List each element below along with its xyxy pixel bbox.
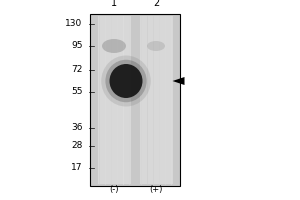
Text: (+): (+)	[149, 185, 163, 194]
Bar	[90, 14, 180, 186]
Ellipse shape	[102, 39, 126, 53]
Text: 17: 17	[71, 164, 82, 172]
Text: 72: 72	[71, 66, 82, 74]
Bar	[98, 16, 130, 184]
Ellipse shape	[105, 60, 147, 102]
Text: 55: 55	[71, 88, 82, 97]
Text: 95: 95	[71, 42, 82, 50]
Text: 28: 28	[71, 142, 82, 150]
Text: (-): (-)	[109, 185, 119, 194]
Polygon shape	[172, 77, 184, 85]
Text: 130: 130	[65, 20, 83, 28]
Text: 1: 1	[111, 0, 117, 8]
Text: 36: 36	[71, 123, 82, 132]
Text: 2: 2	[153, 0, 159, 8]
Ellipse shape	[110, 64, 142, 98]
Ellipse shape	[101, 55, 151, 106]
Bar	[140, 16, 172, 184]
Ellipse shape	[147, 41, 165, 51]
